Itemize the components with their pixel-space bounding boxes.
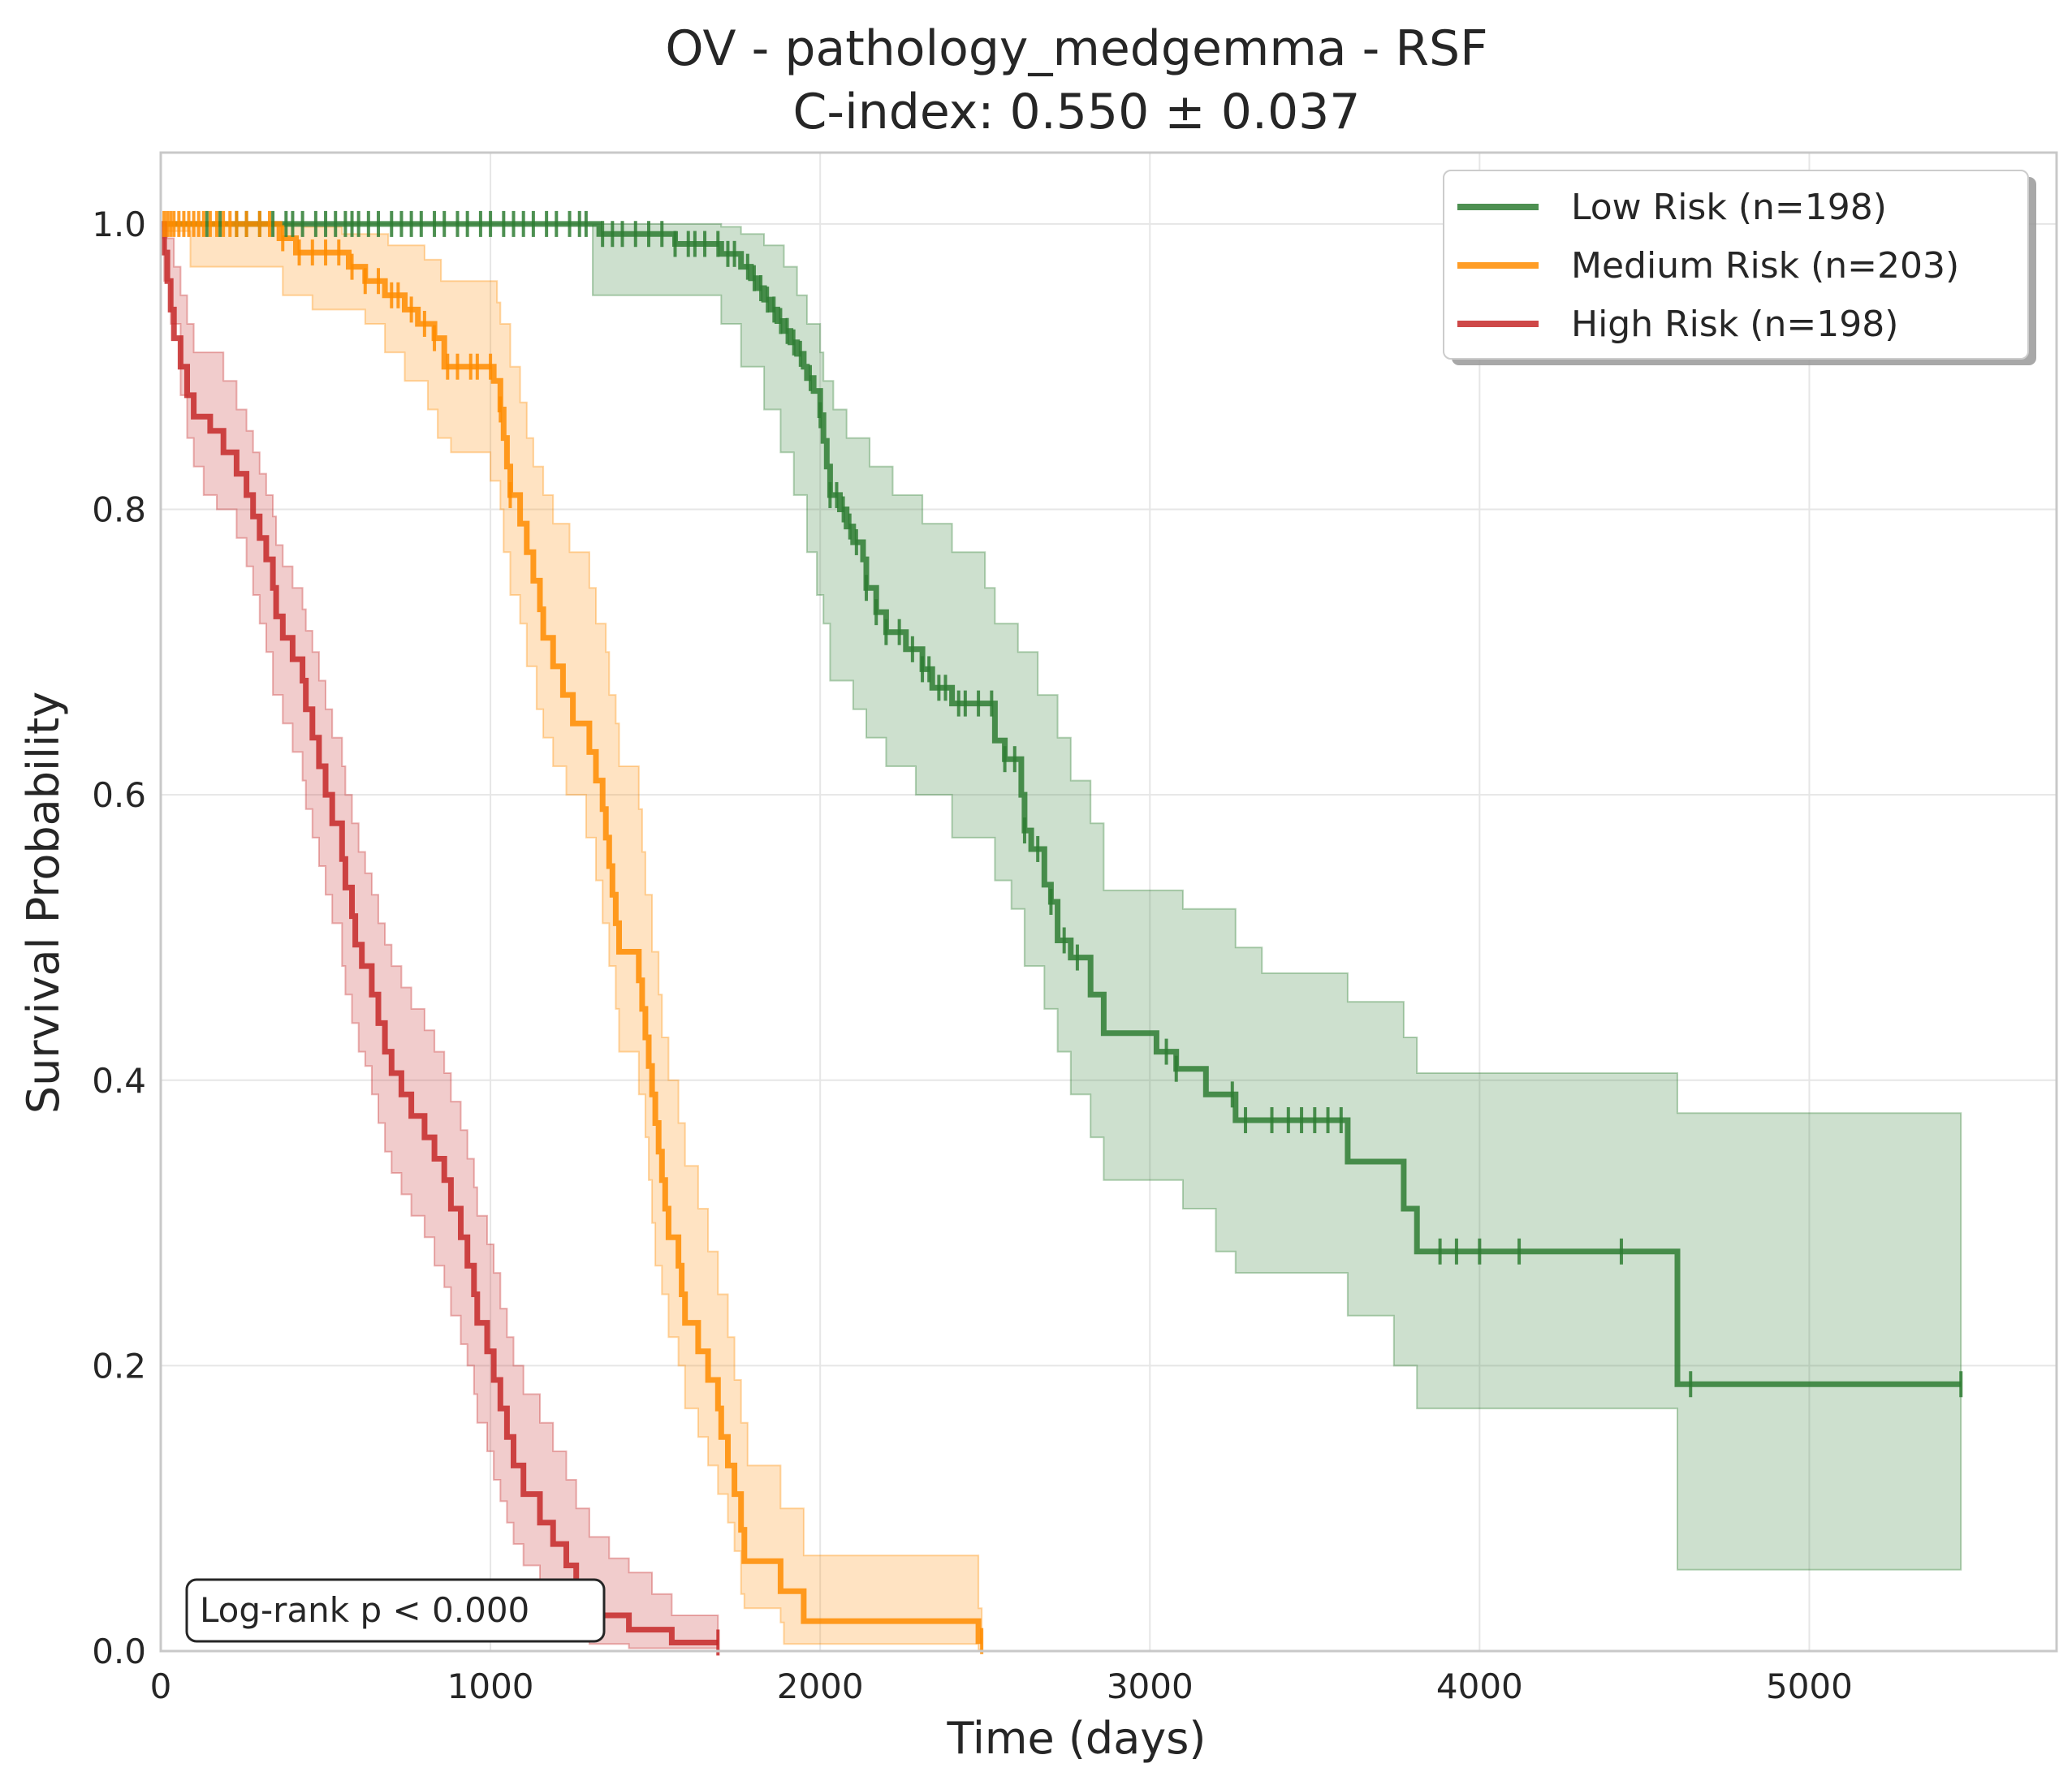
medium-risk-ci-band — [160, 222, 983, 1651]
chart-subtitle: C-index: 0.550 ± 0.037 — [793, 84, 1361, 140]
x-tick-label: 5000 — [1766, 1666, 1853, 1706]
plot-frame — [159, 151, 2058, 1653]
logrank-annotation: Log-rank p < 0.000 — [185, 1578, 606, 1643]
high-risk-ci-band — [160, 222, 719, 1649]
x-axis-ticks: 0 1000 2000 3000 4000 5000 — [150, 1666, 1853, 1706]
legend: Low Risk (n=198) Medium Risk (n=203) High … — [1443, 170, 2036, 365]
y-tick-label: 1.0 — [92, 205, 146, 244]
high-risk-curve — [161, 221, 719, 1645]
x-tick-label: 3000 — [1107, 1666, 1194, 1706]
x-tick-label: 1000 — [447, 1666, 534, 1706]
legend-box — [1443, 170, 2029, 360]
logrank-text: Log-rank p < 0.000 — [200, 1590, 529, 1630]
legend-label-high: High Risk (n=198) — [1571, 304, 1898, 345]
low-risk-ci-band — [161, 222, 1962, 1571]
legend-label-low: Low Risk (n=198) — [1571, 187, 1887, 228]
y-tick-label: 0.2 — [92, 1346, 146, 1386]
x-tick-label: 2000 — [777, 1666, 864, 1706]
x-tick-label: 0 — [150, 1666, 172, 1706]
y-tick-label: 0.8 — [92, 490, 146, 530]
medium-risk-curve — [161, 221, 982, 1645]
y-tick-label: 0.4 — [92, 1061, 146, 1101]
censor-marks — [162, 210, 1963, 1656]
x-axis-label: Time (days) — [947, 1713, 1207, 1764]
y-axis-ticks: 0.0 0.2 0.4 0.6 0.8 1.0 — [92, 205, 146, 1671]
y-axis-label: Survival Probability — [18, 692, 69, 1114]
confidence-bands — [160, 222, 1962, 1651]
legend-label-medium: Medium Risk (n=203) — [1571, 245, 1959, 287]
chart-title: OV - pathology_medgemma - RSF — [665, 20, 1487, 77]
y-tick-label: 0.0 — [92, 1632, 146, 1671]
x-tick-label: 4000 — [1436, 1666, 1523, 1706]
y-tick-label: 0.6 — [92, 775, 146, 815]
